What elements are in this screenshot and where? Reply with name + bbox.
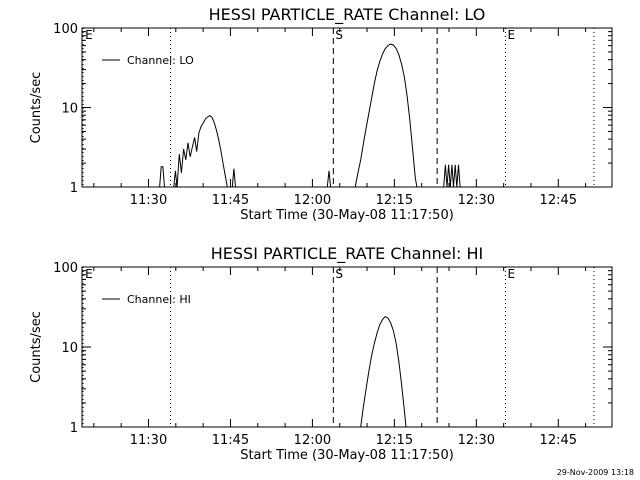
x-axis-label: Start Time (30-May-08 11:17:50) bbox=[240, 208, 454, 223]
chart-title: HESSI PARTICLE_RATE Channel: LO bbox=[209, 5, 486, 25]
plot-frame bbox=[81, 27, 613, 188]
series-line-segment bbox=[173, 114, 236, 188]
x-tick-label: 11:30 bbox=[130, 433, 167, 448]
marker-label: S bbox=[335, 28, 343, 42]
y-tick-label: 100 bbox=[53, 261, 78, 276]
x-tick-label: 12:00 bbox=[294, 193, 331, 208]
y-tick-label: 10 bbox=[61, 341, 78, 356]
marker-label: E bbox=[85, 28, 93, 42]
x-tick-label: 12:00 bbox=[294, 433, 331, 448]
footer-timestamp: 29-Nov-2009 13:18 bbox=[556, 468, 634, 477]
marker-label: E bbox=[85, 267, 93, 281]
y-tick-label: 1 bbox=[70, 181, 78, 196]
chart-panel-1: HESSI PARTICLE_RATE Channel: LO 1 10 100 11:… bbox=[29, 5, 613, 223]
y-axis-label: Counts/sec bbox=[29, 311, 44, 383]
legend-label: Channel: LO bbox=[127, 54, 194, 67]
series-line-segment bbox=[354, 43, 418, 188]
x-tick-label: 12:45 bbox=[540, 193, 577, 208]
y-axis-label: Counts/sec bbox=[29, 72, 44, 144]
series-line-segment bbox=[159, 166, 165, 188]
x-tick-label: 12:30 bbox=[458, 433, 495, 448]
x-tick-label: 11:45 bbox=[212, 433, 249, 448]
marker-label: E bbox=[507, 28, 515, 42]
marker-label: E bbox=[507, 267, 515, 281]
series-line-segment bbox=[443, 164, 461, 188]
plot-frame bbox=[81, 266, 613, 428]
y-tick-label: 1 bbox=[70, 421, 78, 436]
x-tick-label: 11:45 bbox=[212, 193, 249, 208]
x-tick-label: 12:15 bbox=[376, 193, 413, 208]
series-line-segment bbox=[360, 315, 407, 428]
chart-panel-2: HESSI PARTICLE_RATE Channel: HI 1 10 100 11:… bbox=[29, 244, 613, 463]
x-tick-label: 12:45 bbox=[540, 433, 577, 448]
x-axis-label: Start Time (30-May-08 11:17:50) bbox=[240, 448, 454, 463]
x-tick-label: 12:30 bbox=[458, 193, 495, 208]
y-tick-label: 10 bbox=[61, 102, 78, 117]
x-tick-label: 12:15 bbox=[376, 433, 413, 448]
series-line-segment bbox=[326, 170, 332, 188]
legend-label: Channel: HI bbox=[127, 293, 191, 306]
y-tick-label: 100 bbox=[53, 22, 78, 37]
chart-title: HESSI PARTICLE_RATE Channel: HI bbox=[211, 244, 484, 264]
marker-label: S bbox=[335, 267, 343, 281]
x-tick-label: 11:30 bbox=[130, 193, 167, 208]
